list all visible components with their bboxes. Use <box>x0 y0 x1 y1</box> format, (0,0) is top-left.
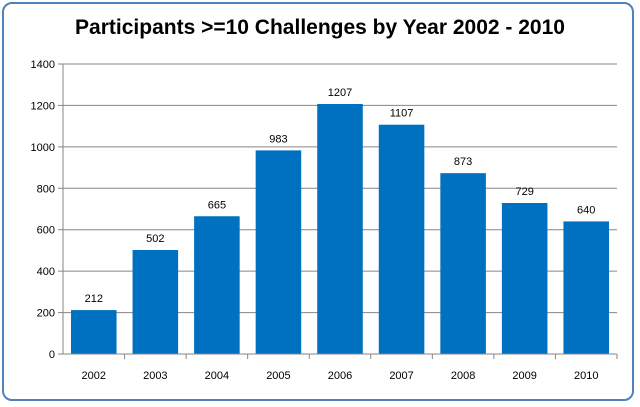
bar-2005 <box>255 150 302 354</box>
x-tick-label: 2007 <box>389 370 413 382</box>
data-label: 665 <box>208 199 226 211</box>
y-tick-label: 800 <box>37 183 55 195</box>
data-label: 212 <box>85 293 103 305</box>
x-tick-label: 2006 <box>328 370 352 382</box>
bar-2010 <box>563 221 609 354</box>
y-tick-label: 200 <box>37 308 55 320</box>
data-label: 873 <box>454 156 472 168</box>
y-tick-label: 1400 <box>31 59 55 71</box>
bar-2006 <box>317 103 363 354</box>
data-label: 640 <box>577 204 595 216</box>
x-tick-label: 2008 <box>451 370 475 382</box>
x-tick-label: 2009 <box>512 370 536 382</box>
x-tick-label: 2004 <box>205 370 229 382</box>
bar-2002 <box>71 310 117 354</box>
bar-2009 <box>501 202 548 354</box>
y-tick-label: 1200 <box>31 100 55 112</box>
x-tick-label: 2003 <box>143 370 167 382</box>
bar-2003 <box>132 250 179 354</box>
y-tick-label: 1000 <box>31 142 55 154</box>
x-tick-label: 2010 <box>574 370 598 382</box>
y-tick-label: 0 <box>49 349 55 361</box>
x-tick-label: 2005 <box>266 370 290 382</box>
bar-2008 <box>440 173 486 354</box>
chart-title: Participants >=10 Challenges by Year 200… <box>75 16 565 39</box>
y-tick-label: 400 <box>37 266 55 278</box>
x-tick-label: 2002 <box>82 370 106 382</box>
bar-2004 <box>194 216 240 354</box>
data-label: 1107 <box>390 108 414 120</box>
bar-2007 <box>378 124 425 354</box>
data-label: 1207 <box>328 87 352 99</box>
data-label: 983 <box>269 133 287 145</box>
data-label: 502 <box>146 233 164 245</box>
y-tick-label: 600 <box>37 225 55 237</box>
data-label: 729 <box>515 186 533 198</box>
